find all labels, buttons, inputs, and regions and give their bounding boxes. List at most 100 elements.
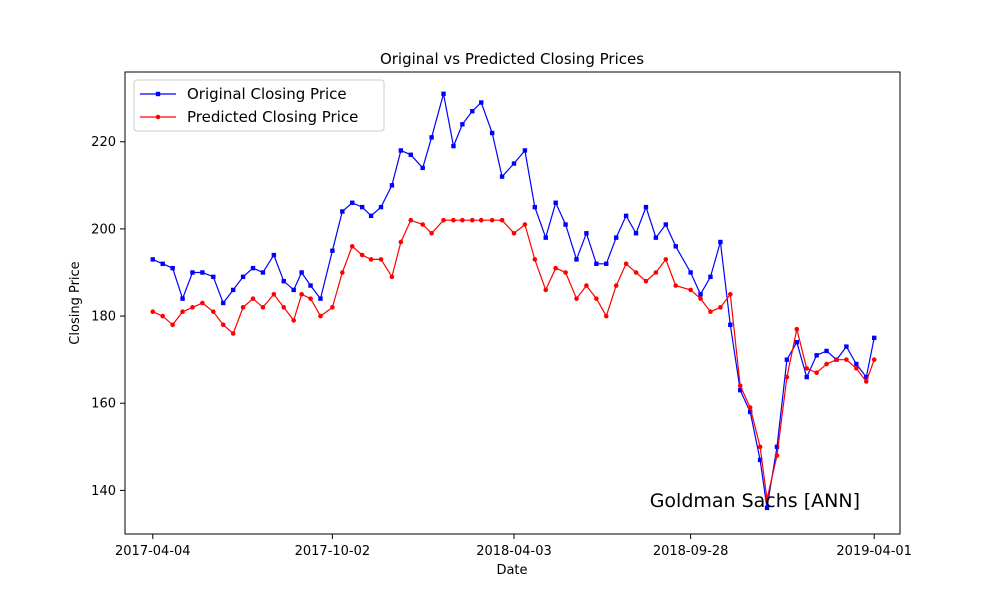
data-point xyxy=(673,244,678,249)
data-point xyxy=(221,300,226,306)
data-point xyxy=(844,344,849,349)
data-point xyxy=(774,453,780,458)
data-point xyxy=(460,122,465,127)
data-point xyxy=(460,217,465,223)
data-point xyxy=(522,148,528,153)
data-point xyxy=(180,309,185,315)
data-point xyxy=(737,383,743,389)
data-point xyxy=(747,409,753,415)
data-point xyxy=(451,217,456,223)
data-point xyxy=(663,257,669,262)
data-point xyxy=(308,296,313,301)
data-point xyxy=(220,322,226,328)
series-2 xyxy=(150,217,877,502)
data-point xyxy=(420,222,425,227)
data-point xyxy=(673,283,679,288)
data-point xyxy=(230,331,236,336)
data-point xyxy=(408,217,414,223)
plot-frame xyxy=(124,71,901,535)
data-point xyxy=(378,204,384,210)
chart-annotation: Goldman Sachs [ANN] xyxy=(650,490,860,512)
legend-marker xyxy=(155,114,161,120)
data-point xyxy=(834,357,839,362)
data-point xyxy=(299,270,304,275)
data-point xyxy=(643,204,649,210)
data-point xyxy=(563,270,568,275)
data-point xyxy=(271,291,277,297)
data-point xyxy=(532,257,538,262)
data-point xyxy=(470,217,475,223)
data-point xyxy=(532,204,538,210)
data-point xyxy=(844,357,849,362)
data-point xyxy=(871,335,877,341)
data-point xyxy=(747,405,753,410)
data-point xyxy=(653,235,659,240)
data-point xyxy=(170,322,175,328)
data-point xyxy=(688,287,693,293)
data-point xyxy=(240,274,246,280)
data-point xyxy=(190,270,195,275)
data-point xyxy=(511,161,517,166)
data-point xyxy=(368,213,374,219)
data-point xyxy=(429,230,434,236)
x-tick-label: 2017-04-04 xyxy=(115,544,191,559)
y-axis-label: Closing Price xyxy=(68,261,83,344)
data-point xyxy=(160,313,166,319)
data-point xyxy=(211,309,216,315)
legend-label: Predicted Closing Price xyxy=(187,108,358,126)
data-point xyxy=(291,287,296,293)
data-point xyxy=(764,496,770,502)
data-point xyxy=(784,374,790,380)
data-point xyxy=(757,457,763,463)
data-point xyxy=(794,326,800,332)
data-point xyxy=(633,270,639,275)
data-point xyxy=(623,261,629,267)
data-point xyxy=(489,130,495,136)
data-point xyxy=(824,348,829,354)
data-point xyxy=(708,309,713,315)
data-point xyxy=(299,291,304,297)
y-tick-label: 220 xyxy=(91,135,116,150)
data-point xyxy=(728,322,733,327)
data-point xyxy=(240,305,246,310)
axes-layer: 2017-04-04 2017-10-02 2018-04-03 2018-09-28… xyxy=(91,71,912,559)
data-point xyxy=(389,274,395,280)
data-point xyxy=(604,261,609,266)
data-point xyxy=(718,239,723,245)
data-point xyxy=(479,100,484,105)
data-point xyxy=(408,152,413,158)
data-point xyxy=(613,235,619,240)
data-point xyxy=(160,261,165,266)
data-point xyxy=(200,300,205,306)
data-point xyxy=(499,174,505,179)
data-point xyxy=(603,313,609,319)
data-point xyxy=(574,296,579,301)
data-point xyxy=(863,379,869,384)
data-point xyxy=(804,374,809,380)
data-point xyxy=(708,274,713,280)
data-point xyxy=(441,217,446,223)
data-point xyxy=(764,505,770,511)
data-point xyxy=(757,444,763,450)
data-point xyxy=(738,387,743,393)
y-tick-label: 200 xyxy=(91,222,116,237)
data-point xyxy=(698,296,703,301)
data-point xyxy=(349,244,355,249)
data-point xyxy=(864,374,869,380)
data-point xyxy=(200,270,205,275)
data-point xyxy=(584,231,589,236)
data-point xyxy=(824,361,829,367)
data-point xyxy=(398,148,404,153)
data-point xyxy=(663,222,669,227)
y-tick-label: 140 xyxy=(91,484,116,499)
legend-marker xyxy=(155,91,161,97)
data-point xyxy=(350,200,355,205)
data-point xyxy=(150,257,155,262)
data-point xyxy=(794,340,799,345)
data-point xyxy=(728,291,733,297)
data-point xyxy=(291,318,296,323)
data-point xyxy=(623,213,629,219)
data-point xyxy=(553,200,558,205)
data-point xyxy=(250,296,256,301)
